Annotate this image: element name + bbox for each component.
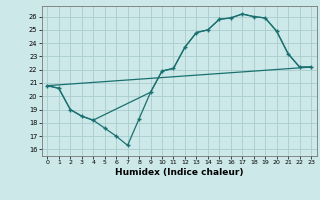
X-axis label: Humidex (Indice chaleur): Humidex (Indice chaleur) (115, 168, 244, 177)
